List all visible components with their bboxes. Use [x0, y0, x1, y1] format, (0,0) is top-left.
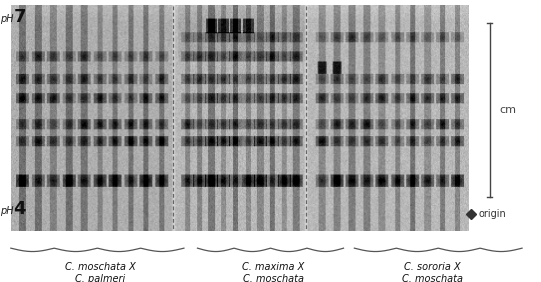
- Text: 4: 4: [14, 200, 26, 218]
- Text: C. sororia X: C. sororia X: [405, 262, 461, 272]
- Text: cm: cm: [499, 105, 516, 115]
- Text: C. maxima X: C. maxima X: [242, 262, 305, 272]
- Text: C. moschata: C. moschata: [403, 274, 463, 282]
- Text: 7: 7: [14, 8, 26, 27]
- Text: C. moschata: C. moschata: [243, 274, 304, 282]
- Text: pH: pH: [0, 206, 14, 216]
- Text: C. palmeri: C. palmeri: [75, 274, 125, 282]
- Text: origin: origin: [479, 209, 506, 219]
- Text: pH: pH: [0, 14, 14, 24]
- Text: C. moschata X: C. moschata X: [65, 262, 135, 272]
